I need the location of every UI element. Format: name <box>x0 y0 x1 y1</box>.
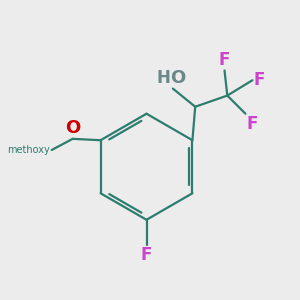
Text: F: F <box>254 71 265 89</box>
Text: methoxy: methoxy <box>8 145 50 155</box>
Text: F: F <box>141 246 152 264</box>
Text: F: F <box>247 115 258 133</box>
Text: H: H <box>156 69 170 87</box>
Text: O: O <box>65 119 80 137</box>
Text: F: F <box>219 51 230 69</box>
Text: O: O <box>170 69 185 87</box>
